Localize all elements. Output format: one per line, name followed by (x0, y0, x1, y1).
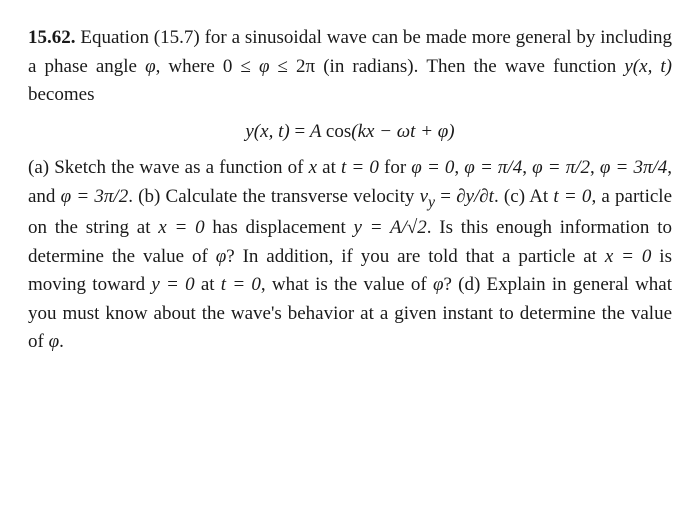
intro-d: becomes (28, 84, 94, 105)
yexpr: y = A/√2 (354, 217, 427, 238)
part-b-label: . (b) (128, 186, 160, 207)
comma-1: , (454, 157, 464, 178)
phi-5: φ (49, 331, 60, 352)
yfun: y(x, t) (624, 56, 672, 77)
vy: v (420, 186, 428, 207)
part-c-5: ? In addition, if you are told that a pa… (226, 246, 605, 267)
xeq0-1: x = 0 (158, 217, 204, 238)
phi1: φ = π/4 (464, 157, 522, 178)
eq-arg: (kx − ωt + φ) (351, 121, 454, 142)
phi0: φ = 0 (411, 157, 454, 178)
eq0-1: = 0 (346, 157, 379, 178)
part-c-8: , what is the value of (261, 274, 433, 295)
phi-3: φ (216, 246, 227, 267)
phi4: φ = 3π/2 (61, 186, 129, 207)
phi3: φ = 3π/4 (600, 157, 667, 178)
part-a-1: Sketch the wave as a function of (49, 157, 308, 178)
eq-A: A (310, 121, 326, 142)
part-c-7: at (195, 274, 221, 295)
part-c-label: . (c) (494, 186, 525, 207)
phi-symbol: φ (145, 56, 156, 77)
eq0-3: = 0 (226, 274, 261, 295)
equation-display: y(x, t) = A cos(kx − ωt + φ) (28, 118, 672, 147)
part-c-3: has displacement (205, 217, 354, 238)
part-b-1: Calculate the transverse velocity (160, 186, 419, 207)
eq0-2: = 0 (559, 186, 592, 207)
part-c-1: At (525, 186, 553, 207)
part-a-label: (a) (28, 157, 49, 178)
comma-3: , (590, 157, 600, 178)
eq-eq: = (290, 121, 310, 142)
phi-symbol-2: φ (259, 56, 270, 77)
comma-2: , (522, 157, 532, 178)
part-a-3: for (379, 157, 411, 178)
eq-2: = (435, 186, 456, 207)
dydt: ∂y/∂t (456, 186, 494, 207)
part-d-label: ? (d) (443, 274, 480, 295)
intro-c: ≤ 2π (in radi­ans). Then the wave functi… (269, 56, 624, 77)
yeq0: y = 0 (151, 274, 194, 295)
intro-b: , where 0 ≤ (156, 56, 259, 77)
problem-number: 15.62. (28, 27, 76, 48)
problem-block: 15.62. Equation (15.7) for a sinusoidal … (28, 24, 672, 357)
xeq0-2: x = 0 (605, 246, 652, 267)
x-1: x (309, 157, 317, 178)
phi2: φ = π/2 (532, 157, 590, 178)
phi-4: φ (433, 274, 444, 295)
eq-cos: cos (326, 121, 351, 142)
vy-sub: y (428, 193, 435, 210)
eq-lhs: y(x, t) (245, 121, 289, 142)
period: . (59, 331, 64, 352)
part-a-2: at (317, 157, 341, 178)
